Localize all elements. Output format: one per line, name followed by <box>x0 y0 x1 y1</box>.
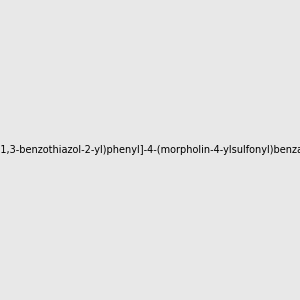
Text: N-[2-(1,3-benzothiazol-2-yl)phenyl]-4-(morpholin-4-ylsulfonyl)benzamide: N-[2-(1,3-benzothiazol-2-yl)phenyl]-4-(m… <box>0 145 300 155</box>
